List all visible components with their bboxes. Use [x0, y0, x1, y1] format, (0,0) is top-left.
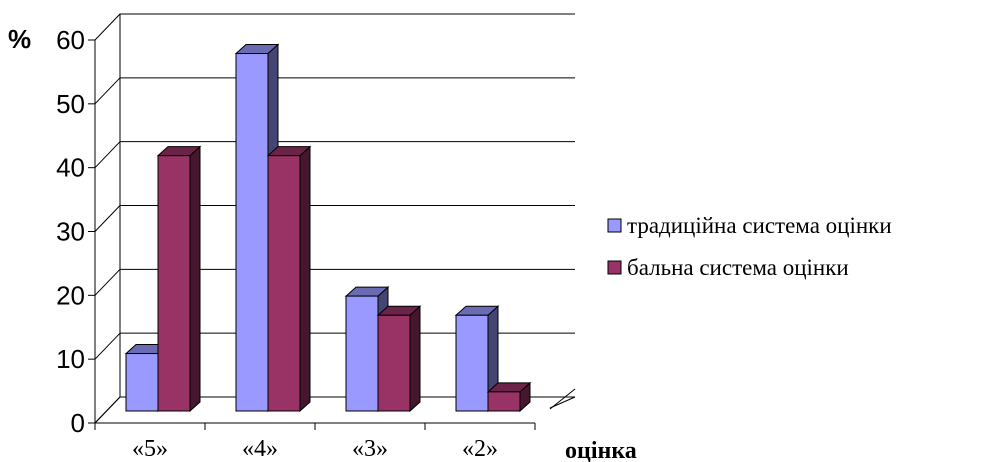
bar — [376, 305, 422, 413]
bar-front — [157, 155, 191, 412]
bar-front — [455, 314, 489, 412]
bar-front — [377, 314, 411, 412]
bar-front — [267, 155, 301, 412]
x-category-label: «4» — [242, 436, 278, 462]
bar-front — [345, 295, 379, 412]
bar-front — [235, 53, 269, 412]
bar — [486, 381, 532, 413]
y-tick-label: 20 — [56, 280, 85, 310]
bar-front — [487, 391, 521, 412]
bar-front — [125, 353, 159, 412]
x-axis-label: оцінка — [565, 438, 637, 462]
bar — [266, 145, 312, 413]
gridline-side — [94, 141, 121, 169]
legend-swatch — [607, 218, 622, 233]
chart-bars — [124, 43, 532, 413]
y-tick-label: 50 — [56, 89, 85, 119]
x-category-label: «3» — [352, 436, 388, 462]
gridline-side — [94, 13, 121, 41]
bar — [454, 305, 500, 413]
x-category-label: «2» — [462, 436, 498, 462]
gridline-side — [94, 77, 121, 105]
y-tick-label: 60 — [56, 25, 85, 55]
legend-label: бальна система оцінки — [627, 255, 849, 280]
y-tick-label: 30 — [56, 217, 85, 247]
legend-label: традиційна система оцінки — [627, 213, 892, 238]
gridline-side — [94, 396, 121, 424]
y-tick-label: 10 — [56, 344, 85, 374]
bar-side — [189, 145, 201, 413]
legend: традиційна система оцінки бальна система … — [607, 213, 892, 280]
gridline-side — [94, 332, 121, 360]
y-tick-labels: 0 10 20 30 40 50 60 — [56, 25, 85, 438]
gridline-side — [94, 268, 121, 296]
x-category-label: «5» — [132, 436, 168, 462]
y-tick-label: 40 — [56, 153, 85, 183]
chart-axes — [88, 39, 536, 430]
legend-swatch — [607, 260, 622, 275]
x-category-labels: «5» «4» «3» «2» — [132, 436, 498, 462]
gridline-side — [94, 205, 121, 232]
bar-side — [299, 145, 311, 413]
y-axis-label: % — [8, 24, 31, 54]
bar — [156, 145, 202, 413]
y-tick-label: 0 — [71, 408, 85, 438]
floor-edge-right — [549, 388, 576, 410]
bar-side — [409, 305, 421, 413]
